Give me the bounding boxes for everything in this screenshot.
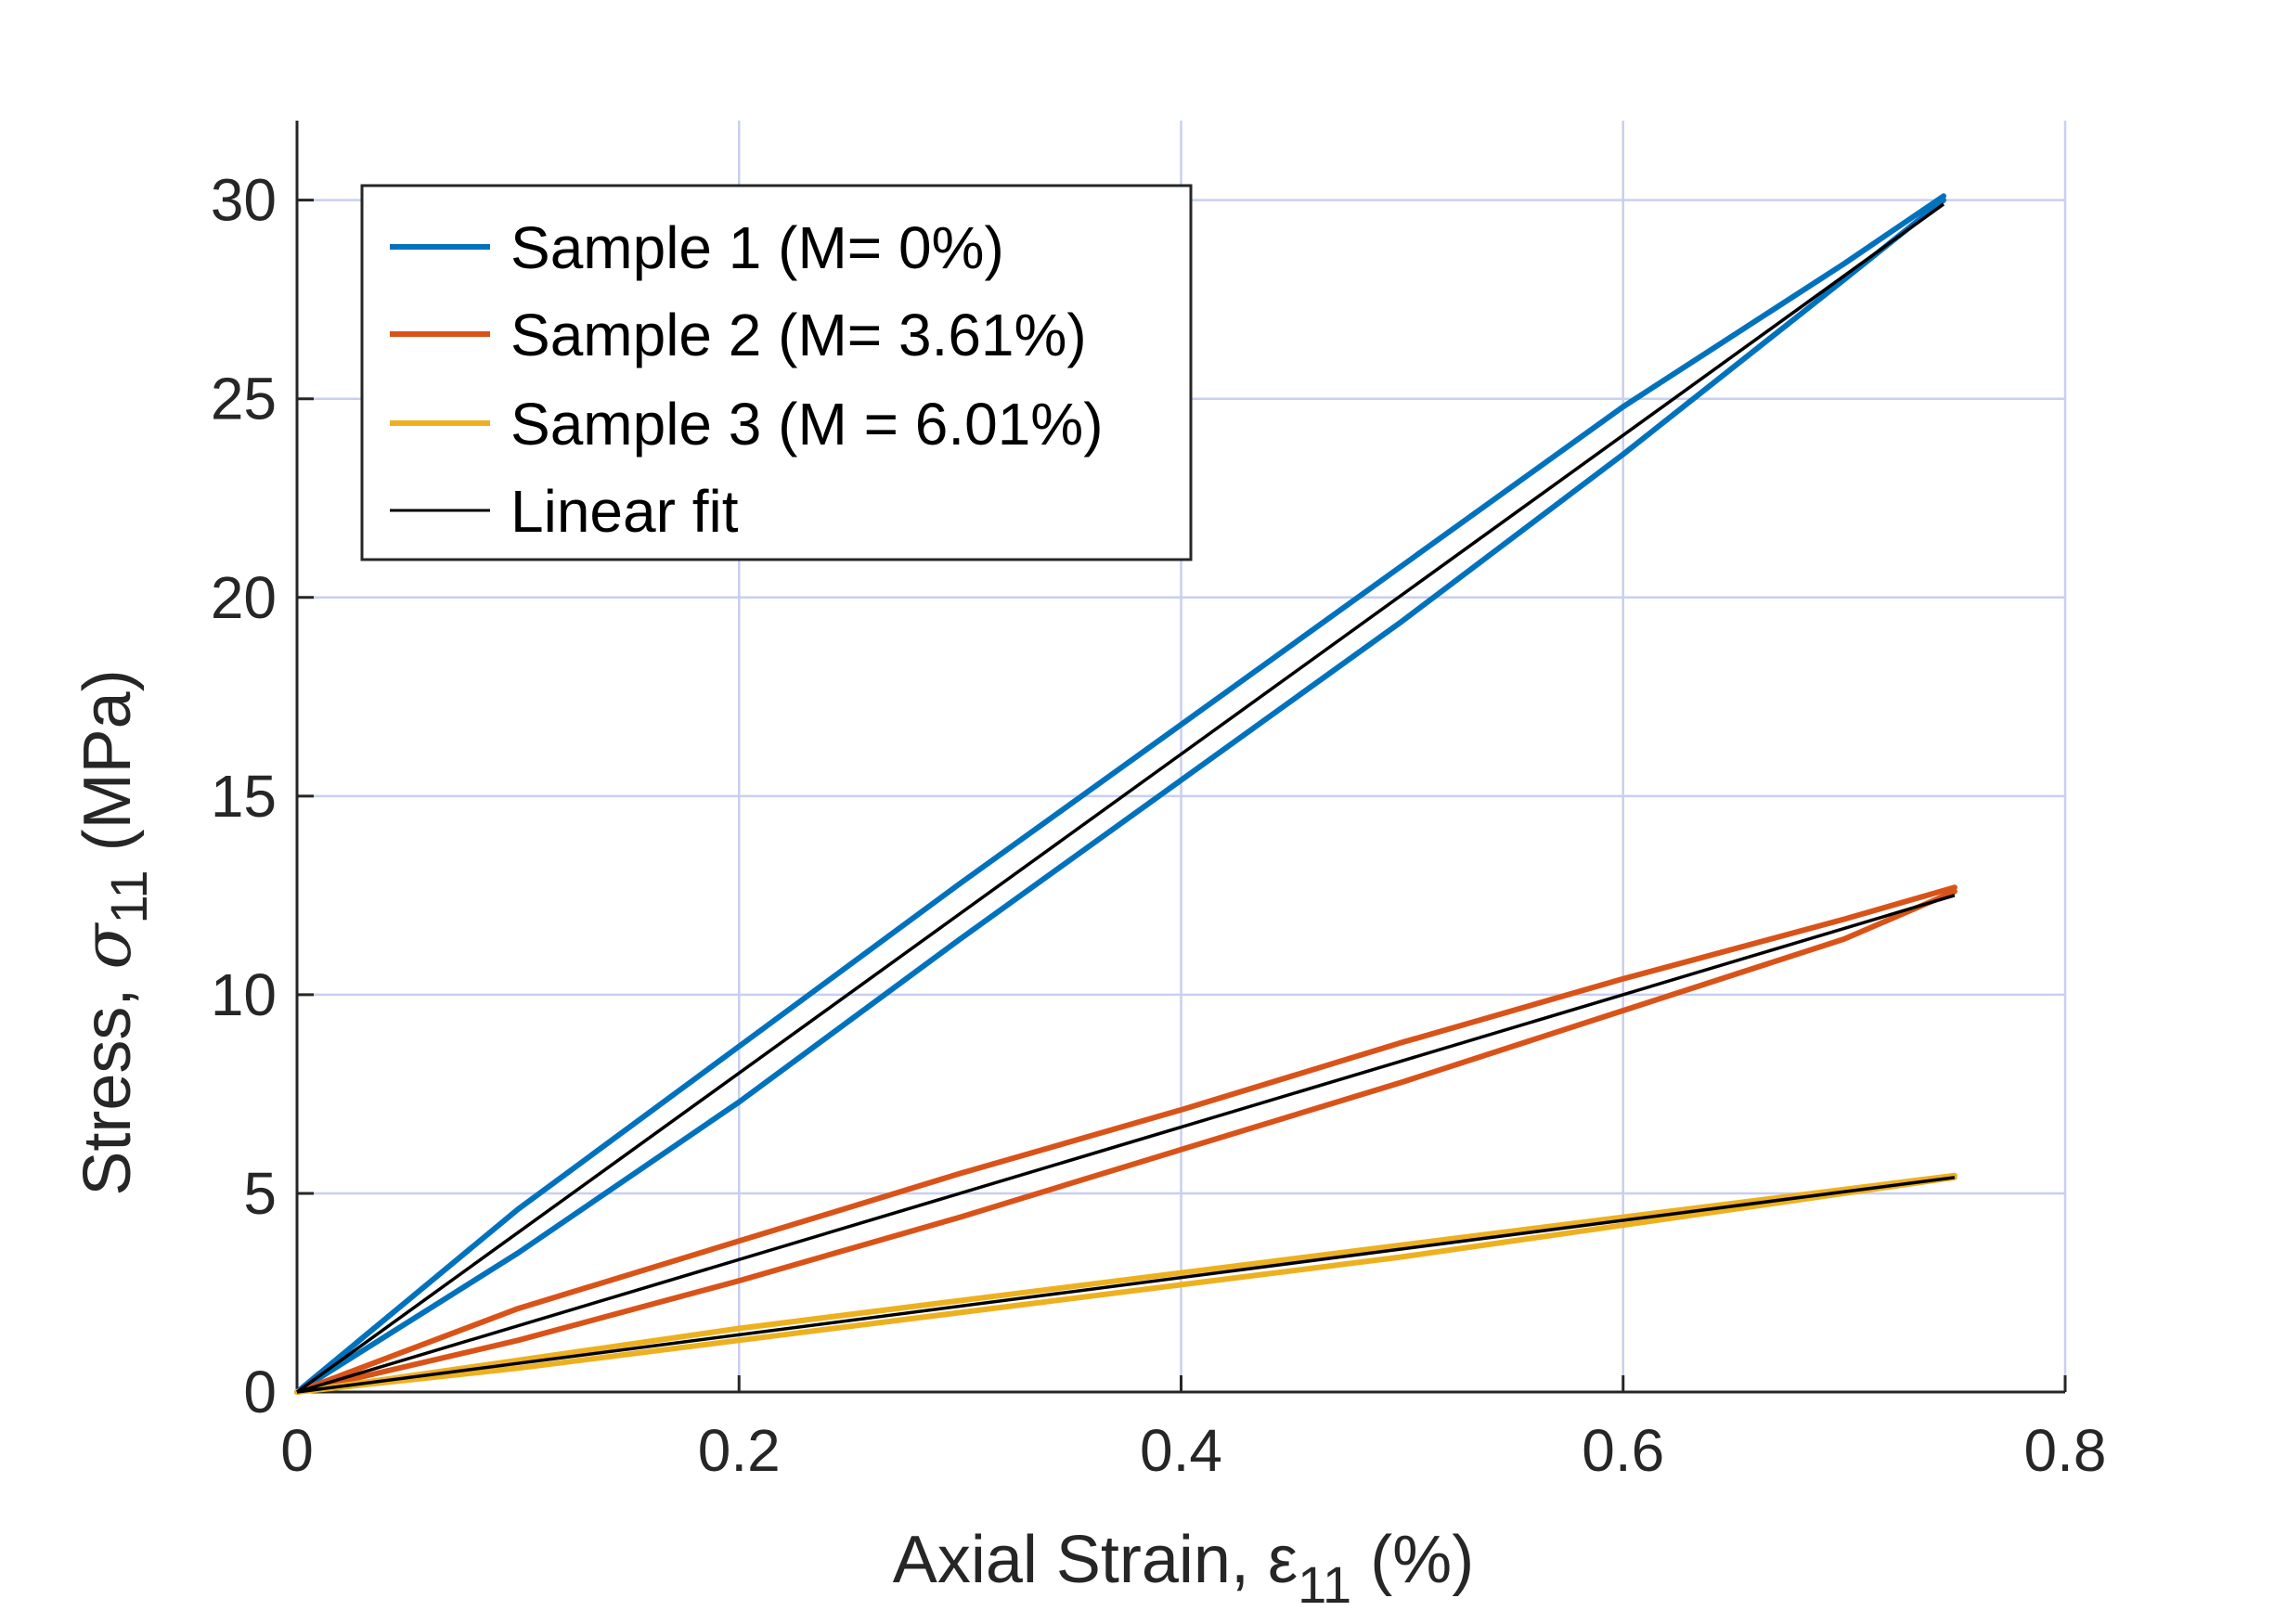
- linear-fit-line-3: [296, 1176, 1956, 1394]
- series-3-unloading-line: [294, 1174, 1957, 1395]
- x-tick-label: 0.4: [1140, 1417, 1222, 1484]
- series-2-loading-line: [294, 884, 1957, 1395]
- x-tick-label: 0.2: [698, 1417, 781, 1484]
- legend-entry-sample-2: Sample 2 (M= 3.61%): [390, 302, 1087, 368]
- legend-label-sample-3: Sample 3 (M = 6.01%): [510, 391, 1104, 458]
- x-tick-label: 0.6: [1582, 1417, 1664, 1484]
- series-3-loading-line: [294, 1172, 1957, 1395]
- axes: [295, 121, 2067, 1394]
- x-tick-label: 0: [280, 1417, 314, 1484]
- series-1-loading-line: [294, 193, 1946, 1395]
- linear-fit-line-1: [295, 202, 1945, 1394]
- legend-entry-linear-fit: Linear fit: [390, 478, 739, 545]
- legend-entry-sample-3: Sample 3 (M = 6.01%): [390, 391, 1104, 458]
- y-tick-label: 30: [211, 167, 277, 234]
- y-tick-label: 25: [211, 366, 277, 432]
- series-1-unloading-line: [294, 197, 1946, 1395]
- linear-fit-line-2: [296, 894, 1956, 1394]
- y-tick-label: 20: [211, 564, 277, 631]
- y-axis-title: Stress, σ11 (MPa): [68, 669, 158, 1195]
- y-tick-label: 15: [211, 763, 277, 830]
- tick-labels: 0 0.2 0.4 0.6 0.8 0 5 10 15 20 25 30: [211, 167, 2107, 1484]
- y-tick-label: 10: [211, 961, 277, 1028]
- legend-label-sample-2: Sample 2 (M= 3.61%): [510, 302, 1087, 368]
- y-tick-label: 5: [243, 1160, 277, 1227]
- x-tick-label: 0.8: [2024, 1417, 2107, 1484]
- x-axis-title: Axial Strain, ε11 (%): [893, 1523, 1474, 1614]
- series-2-unloading-line: [294, 888, 1957, 1395]
- legend-label-linear-fit: Linear fit: [510, 478, 739, 545]
- y-tick-label: 0: [243, 1359, 277, 1425]
- legend-label-sample-1: Sample 1 (M= 0%): [510, 214, 1004, 281]
- legend: Sample 1 (M= 0%) Sample 2 (M= 3.61%) Sam…: [360, 184, 1193, 561]
- legend-box: [360, 184, 1193, 561]
- legend-entry-sample-1: Sample 1 (M= 0%): [390, 214, 1004, 281]
- series-group: [294, 193, 1957, 1395]
